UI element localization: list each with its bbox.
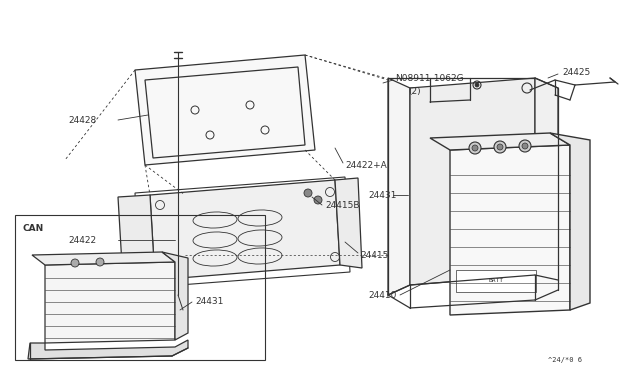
Circle shape bbox=[494, 141, 506, 153]
Circle shape bbox=[519, 140, 531, 152]
Polygon shape bbox=[135, 55, 315, 165]
Circle shape bbox=[522, 143, 528, 149]
Polygon shape bbox=[430, 133, 570, 150]
Circle shape bbox=[475, 83, 479, 87]
Polygon shape bbox=[388, 78, 410, 295]
Text: 24431: 24431 bbox=[195, 298, 223, 307]
Text: 24431: 24431 bbox=[368, 190, 396, 199]
Circle shape bbox=[71, 259, 79, 267]
Polygon shape bbox=[450, 145, 570, 315]
Bar bbox=[15, 215, 265, 360]
Polygon shape bbox=[535, 78, 558, 280]
Text: (2): (2) bbox=[408, 87, 420, 96]
Circle shape bbox=[304, 189, 312, 197]
Text: N08911-1062G: N08911-1062G bbox=[395, 74, 463, 83]
Text: 24422: 24422 bbox=[68, 235, 96, 244]
Circle shape bbox=[497, 144, 503, 150]
Polygon shape bbox=[28, 340, 188, 359]
Circle shape bbox=[469, 142, 481, 154]
Bar bbox=[456, 270, 536, 292]
Polygon shape bbox=[32, 252, 175, 265]
Text: 24422+A: 24422+A bbox=[345, 160, 387, 170]
Polygon shape bbox=[150, 180, 340, 280]
Circle shape bbox=[314, 196, 322, 204]
Text: 24415B: 24415B bbox=[325, 201, 360, 209]
Polygon shape bbox=[550, 133, 590, 310]
Polygon shape bbox=[335, 178, 362, 268]
Polygon shape bbox=[45, 262, 175, 343]
Polygon shape bbox=[410, 78, 535, 285]
Polygon shape bbox=[118, 195, 155, 282]
Circle shape bbox=[472, 145, 478, 151]
Text: CAN: CAN bbox=[22, 224, 44, 232]
Text: BATT: BATT bbox=[488, 279, 504, 283]
Text: 24425: 24425 bbox=[562, 67, 590, 77]
Text: 24410: 24410 bbox=[368, 291, 396, 299]
Text: 24415: 24415 bbox=[360, 250, 388, 260]
Polygon shape bbox=[162, 252, 188, 340]
Circle shape bbox=[96, 258, 104, 266]
Text: ^24/*0 6: ^24/*0 6 bbox=[548, 357, 582, 363]
Text: 24428: 24428 bbox=[68, 115, 96, 125]
